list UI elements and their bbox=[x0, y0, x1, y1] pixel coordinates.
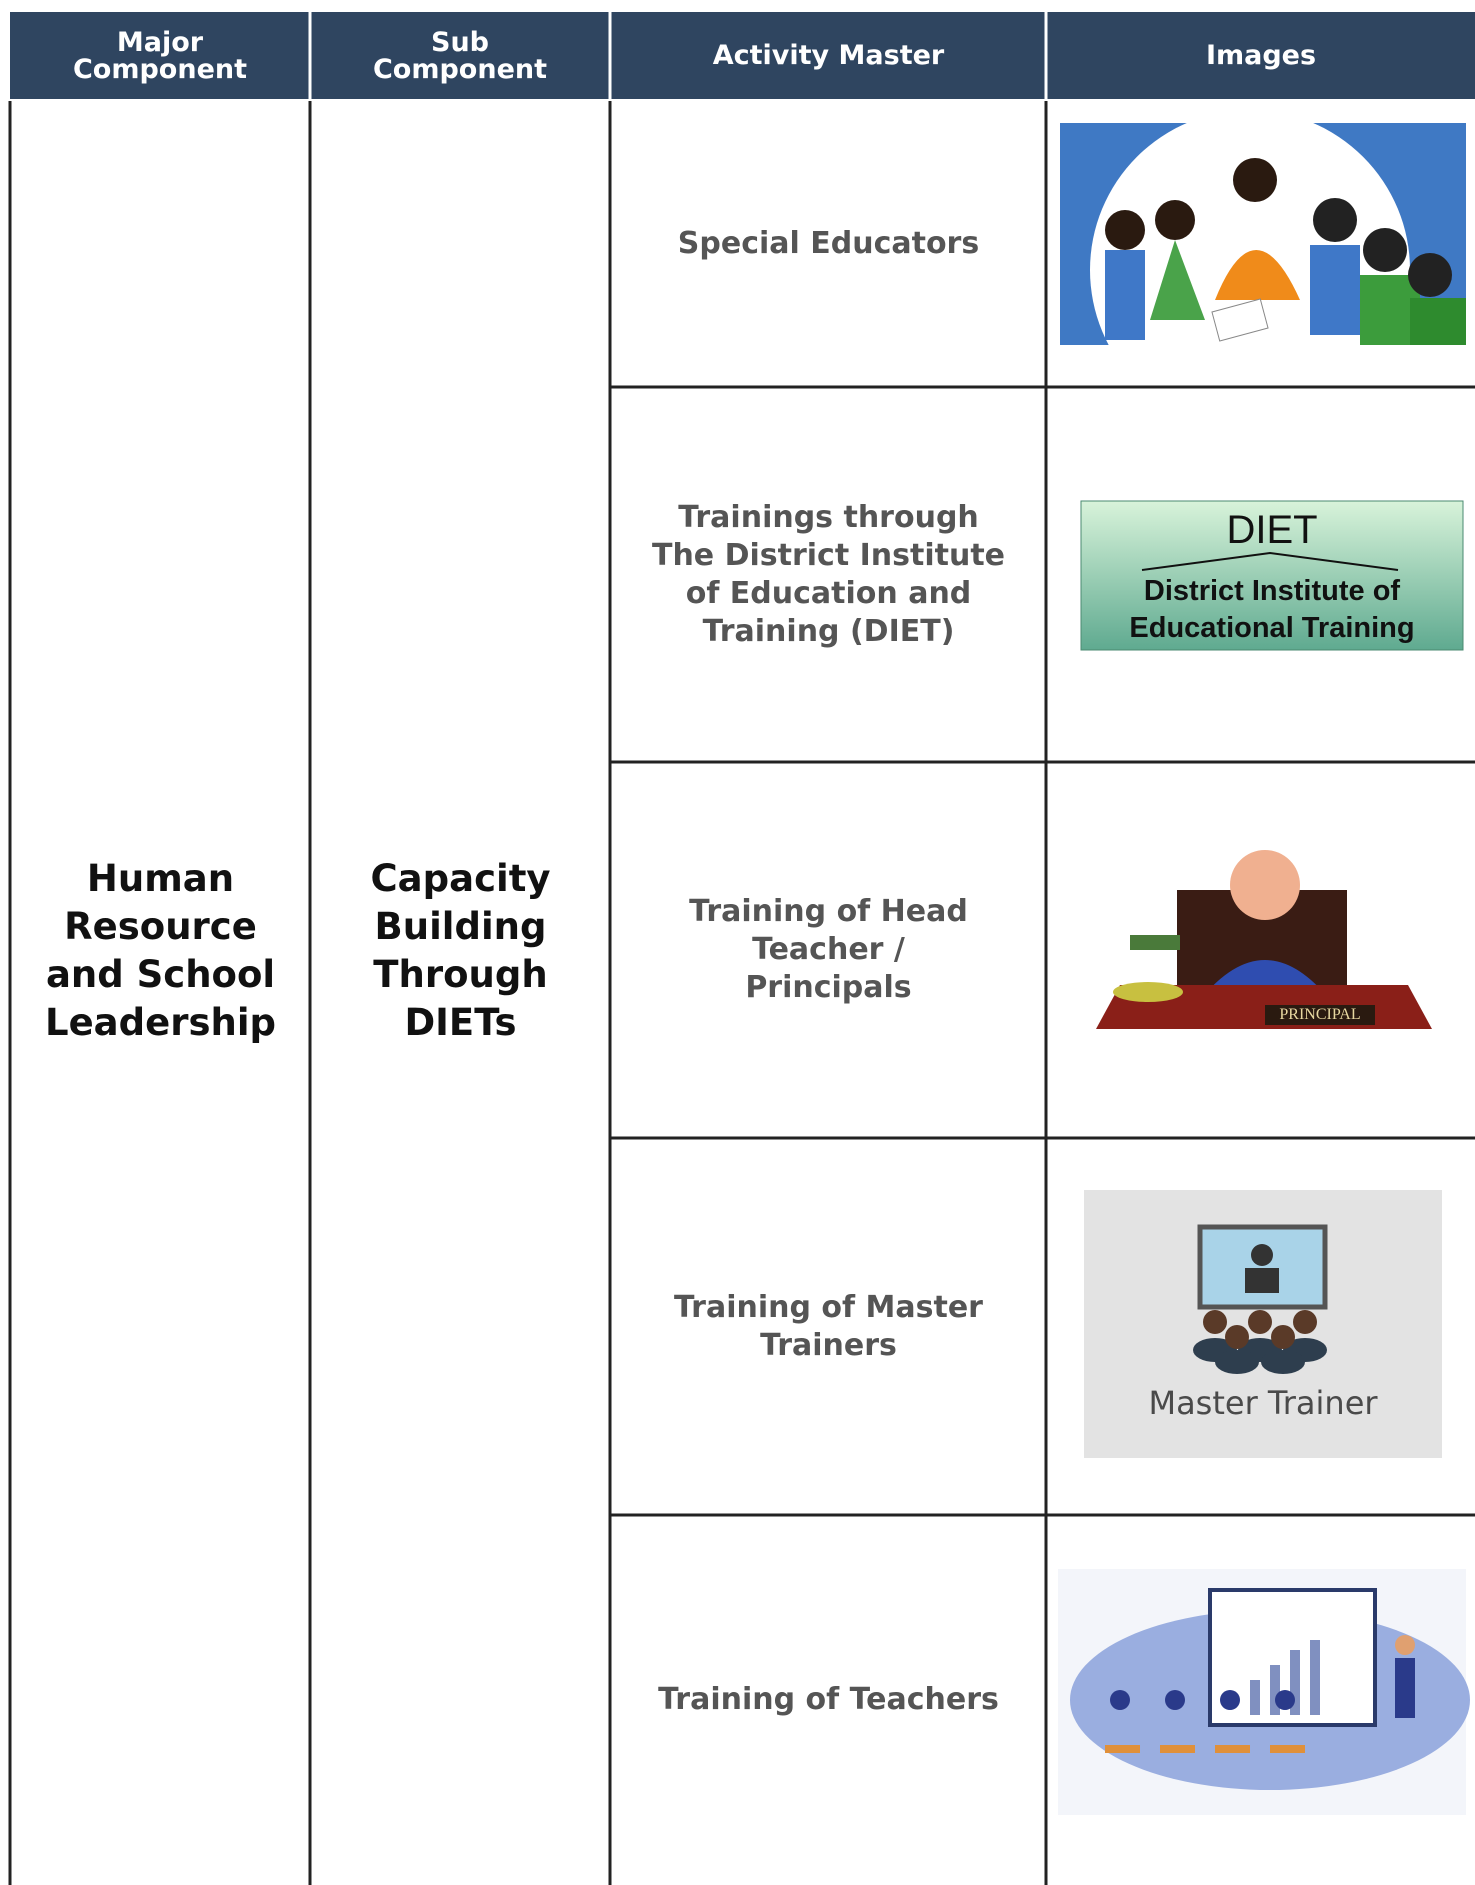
image-master-trainer bbox=[1084, 1190, 1442, 1458]
header-bar bbox=[10, 12, 1475, 99]
header-cell: Activity Master bbox=[712, 40, 945, 71]
grid-lines bbox=[8, 101, 1475, 1885]
header-cell: Major Component bbox=[72, 26, 248, 85]
activity: Special Educators bbox=[677, 226, 980, 261]
header-cell: Sub Component bbox=[372, 26, 548, 85]
major-component: Human Resource and School Leadership bbox=[45, 857, 276, 1044]
activity: Training of Master Trainers bbox=[674, 1289, 983, 1363]
activity: Training of Teachers bbox=[658, 1682, 999, 1717]
image-diet bbox=[1080, 500, 1464, 651]
activity: Trainings through The District Institute… bbox=[651, 499, 1006, 649]
activity: Training of Head Teacher / Principals bbox=[689, 894, 968, 1005]
header-cell: Images bbox=[1205, 40, 1317, 71]
image-special-educators bbox=[1060, 123, 1466, 345]
sub-component: Capacity Building Through DIETs bbox=[370, 857, 551, 1044]
image-training-teachers bbox=[1058, 1569, 1470, 1815]
image-text: PRINCIPAL bbox=[1279, 1006, 1361, 1023]
image-principal bbox=[1096, 850, 1432, 1029]
image-text: DIET bbox=[1226, 507, 1318, 552]
image-text: District Institute of Educational Traini… bbox=[1129, 575, 1415, 644]
image-text: Master Trainer bbox=[1148, 1383, 1378, 1422]
